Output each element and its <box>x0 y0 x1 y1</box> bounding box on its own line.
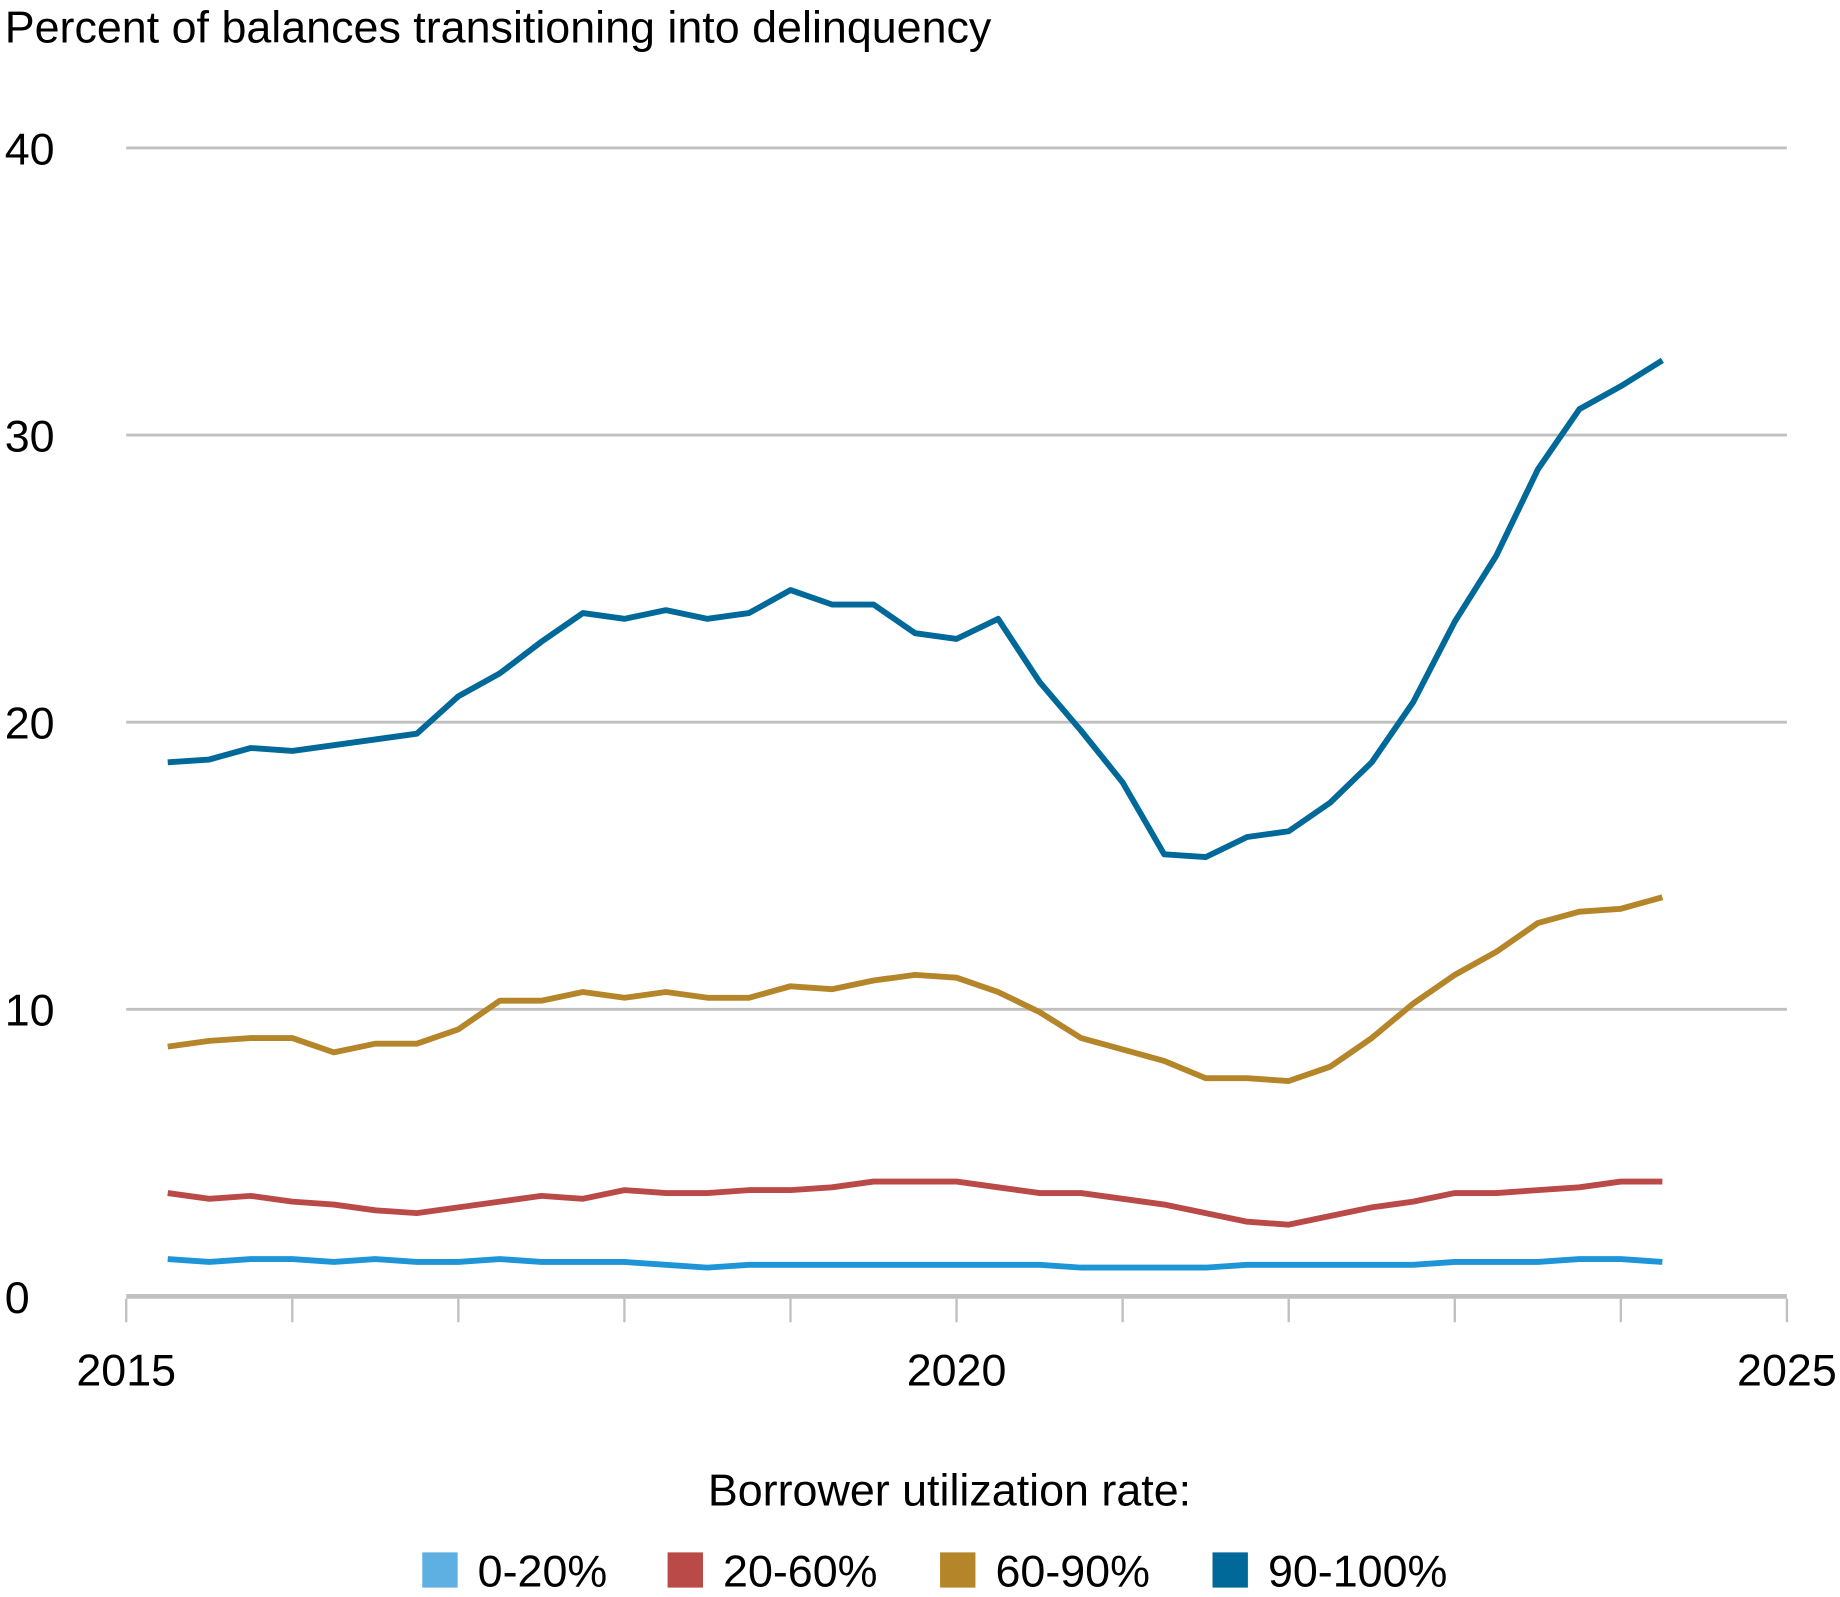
legend-swatch <box>422 1552 458 1588</box>
x-axis: 2015 2020 2025 <box>76 1298 1837 1396</box>
legend-item: 60-90% <box>940 1548 1150 1597</box>
y-tick-label: 0 <box>5 1274 30 1323</box>
legend-title: Borrower utilization rate: <box>708 1466 1191 1515</box>
legend-label: 60-90% <box>995 1548 1149 1597</box>
series-line-60-90pct <box>167 894 1664 1084</box>
legend-item: 90-100% <box>1212 1548 1447 1597</box>
y-axis: 0 10 20 30 40 <box>5 125 55 1322</box>
series-line-0-20pct <box>167 1256 1663 1271</box>
legend-label: 90-100% <box>1268 1548 1447 1597</box>
chart-title: Percent of balances transitioning into d… <box>5 3 992 52</box>
series-lines <box>167 357 1664 1271</box>
y-tick-label: 10 <box>5 987 55 1036</box>
x-tick-label: 2015 <box>76 1347 176 1396</box>
series-line-90-100pct <box>167 357 1664 861</box>
y-tick-label: 30 <box>5 413 55 462</box>
legend-item: 0-20% <box>422 1548 608 1597</box>
gridlines <box>126 146 1787 1299</box>
legend-swatch <box>940 1552 976 1588</box>
legend-swatch <box>1212 1552 1248 1588</box>
x-tick-label: 2025 <box>1737 1347 1837 1396</box>
series-line-20-60pct <box>167 1178 1663 1228</box>
legend: 0-20% 20-60% 60-90% 90-100% <box>422 1548 1447 1597</box>
y-tick-label: 20 <box>5 700 55 749</box>
legend-label: 0-20% <box>478 1548 608 1597</box>
x-tick-label: 2020 <box>907 1347 1007 1396</box>
y-tick-label: 40 <box>5 125 55 174</box>
legend-label: 20-60% <box>723 1548 877 1597</box>
legend-item: 20-60% <box>667 1548 878 1597</box>
legend-swatch <box>667 1552 703 1588</box>
